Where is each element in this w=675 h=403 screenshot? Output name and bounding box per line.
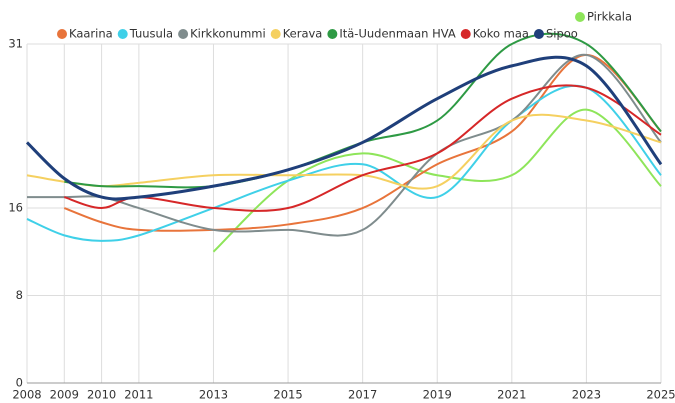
legend-swatch: [117, 29, 128, 39]
x-tick-label: 2011: [124, 388, 153, 402]
y-tick-label: 31: [8, 37, 23, 51]
x-tick-label: 2023: [572, 388, 601, 402]
x-tick-label: 2008: [12, 388, 41, 402]
x-tick-label: 2021: [497, 388, 526, 402]
x-tick-label: 2025: [646, 388, 675, 402]
series-line: [25, 55, 663, 201]
legend-swatch: [178, 29, 189, 39]
legend-swatch: [575, 12, 585, 22]
legend-item: Tuusula: [117, 27, 173, 41]
series-line: [63, 53, 662, 232]
legend-swatch: [460, 29, 471, 39]
legend-item: Sipoo: [533, 27, 578, 41]
legend-swatch: [270, 29, 281, 39]
legend-item: Koko maa: [460, 27, 529, 41]
legend-swatch: [533, 29, 544, 39]
legend-item: Itä-Uudenmaan HVA: [327, 27, 456, 41]
legend-item: Pirkkala: [575, 10, 632, 24]
x-tick-label: 2019: [423, 388, 452, 402]
legend-item: Kerava: [270, 27, 323, 41]
legend-label: Pirkkala: [587, 10, 632, 24]
y-tick-label: 0: [16, 376, 23, 390]
x-tick-label: 2013: [199, 388, 228, 402]
legend-label: Koko maa: [473, 27, 529, 41]
x-tick-label: 2017: [348, 388, 377, 402]
legend-label: Tuusula: [129, 27, 173, 41]
x-tick-label: 2010: [87, 388, 116, 402]
y-tick-label: 8: [16, 288, 23, 302]
legend-label: Kirkkonummi: [190, 27, 266, 41]
series-line: [26, 84, 662, 242]
legend-item: Kirkkonummi: [178, 27, 266, 41]
legend-item: Kaarina: [57, 27, 113, 41]
legend-swatch: [327, 29, 338, 39]
legend-swatch: [57, 29, 67, 39]
y-tick-label: 16: [8, 201, 23, 215]
legend-label: Kaarina: [69, 27, 113, 41]
legend-label: Kerava: [283, 27, 323, 41]
x-tick-label: 2015: [273, 388, 302, 402]
legend-label: Sipoo: [546, 27, 578, 41]
legend-label: Itä-Uudenmaan HVA: [339, 27, 455, 41]
x-tick-label: 2009: [50, 388, 79, 402]
